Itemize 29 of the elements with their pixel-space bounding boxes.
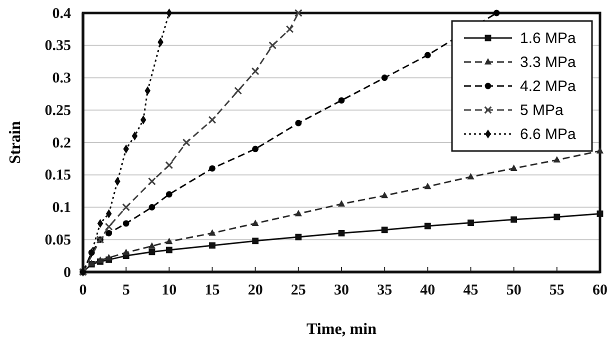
x-tick-label: 5 [122,282,130,299]
y-tick-label: 0.15 [44,168,71,184]
y-tick-label: 0.25 [44,102,71,119]
y-tick-label: 0.1 [52,200,71,216]
x-tick-label: 35 [377,282,392,299]
x-tick-label: 20 [248,282,263,299]
y-tick-label: 0.3 [52,70,71,87]
x-axis-title: Time, min [306,321,377,338]
x-tick-label: 40 [420,282,436,299]
x-tick-label: 45 [463,282,478,299]
legend-label: 1.6 MPa [520,30,577,47]
legend-label: 3.3 MPa [520,54,577,71]
legend-label: 5 MPa [520,102,564,119]
y-tick-label: 0 [64,264,71,281]
y-tick-label: 0.2 [52,135,71,152]
y-tick-label: 0.35 [44,38,71,54]
x-tick-label: 55 [549,282,564,299]
x-tick-label: 60 [592,282,608,299]
x-tick-label: 30 [334,282,349,299]
legend-label: 4.2 MPa [520,78,577,95]
y-axis-title: Strain [7,121,24,164]
x-tick-label: 0 [79,282,87,299]
legend-label: 6.6 MPa [520,126,577,143]
x-tick-label: 50 [506,282,522,299]
x-tick-label: 25 [290,282,306,299]
y-tick-label: 0.4 [52,6,72,22]
y-tick-label: 0.05 [44,232,71,248]
x-tick-label: 10 [162,282,177,299]
x-tick-label: 15 [204,282,220,299]
